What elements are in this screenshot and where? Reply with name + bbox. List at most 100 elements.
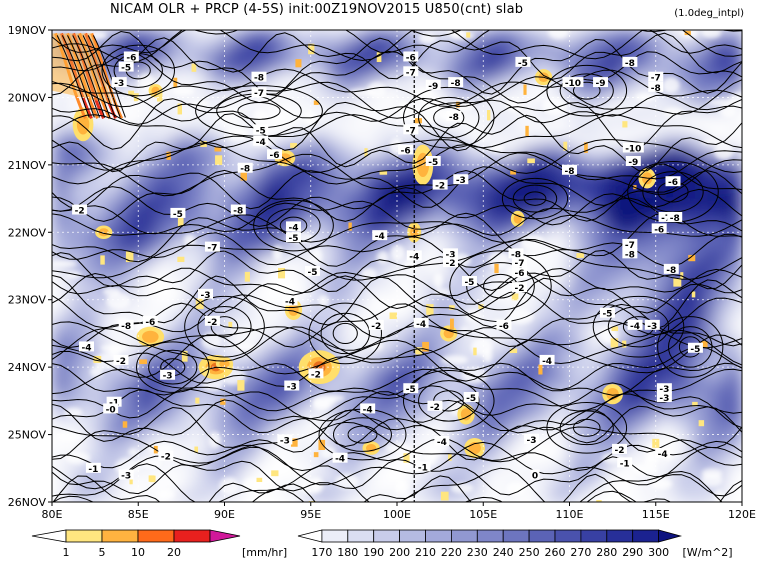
contour-label: -5 <box>307 268 317 278</box>
contour-labels: -6-5-3-8-7-6-7-9 -8-5-10 -9-8-7-8-7-8-5-4-… <box>72 51 703 482</box>
contour-line <box>92 35 126 118</box>
contour-line <box>52 213 742 243</box>
olr-cbar-label: 230 <box>467 546 488 559</box>
contour-label: -3 <box>280 436 290 446</box>
olr-cbar-unit: [W/m^2] <box>683 546 733 559</box>
precip-cbar-swatch <box>65 529 103 543</box>
contour-label-bg <box>599 307 615 318</box>
contour-label: -1 <box>88 465 98 475</box>
contour-line <box>61 35 95 118</box>
contour-label-bg <box>360 403 376 414</box>
contour-label-bg <box>406 250 422 261</box>
contour-line <box>52 302 742 349</box>
contour-label-bg <box>644 319 660 330</box>
contour-label-bg <box>72 204 88 215</box>
contour-label: -9 <box>596 79 606 89</box>
contour-label-bg <box>403 51 419 62</box>
contour-label: -6 <box>654 225 664 235</box>
contour-label: -2 <box>311 370 321 380</box>
contour-label-bg <box>103 403 119 414</box>
contour-loop <box>101 44 175 97</box>
contour-label: -9 <box>628 158 638 168</box>
olr-cbar-label: 200 <box>389 546 410 559</box>
contour-loop <box>657 316 724 378</box>
y-tick-label: 25NOV <box>8 429 47 442</box>
contour-label: -5 <box>173 210 183 220</box>
contour-label: -8 <box>240 165 250 175</box>
contour-label-bg <box>308 368 324 379</box>
contour-loop <box>402 86 495 149</box>
olr-cbar-swatch <box>399 529 426 543</box>
contour-label: -4 <box>630 322 640 332</box>
contour-line <box>52 94 742 125</box>
contour-loop <box>308 302 382 365</box>
olr-cbar-swatch <box>450 529 478 543</box>
contour-label: -2 <box>75 207 85 217</box>
contour-label: -4 <box>658 450 668 460</box>
olr-cbar-label: 280 <box>596 546 617 559</box>
contour-label: -3 <box>114 79 124 89</box>
y-tick-label: 21NOV <box>8 159 47 172</box>
contour-label: -4 <box>542 357 552 367</box>
contour-label-bg <box>277 434 293 445</box>
contour-label-bg <box>398 144 414 155</box>
contour-label-bg <box>432 179 448 190</box>
contour-label: -2 <box>207 318 217 328</box>
contour-label: -6 <box>668 178 678 188</box>
olr-cbar-label: 250 <box>519 546 540 559</box>
olr-cbar-swatch <box>580 529 608 543</box>
contour-label-bg <box>446 110 462 121</box>
chart-title: NICAM OLR + PRCP (4-5S) init:00Z19NOV201… <box>110 2 524 17</box>
contour-label-bg <box>511 267 527 278</box>
x-tick-label: 110E <box>556 508 584 521</box>
contour-label-bg <box>651 223 667 234</box>
olr-cbar-swatch <box>425 529 452 543</box>
contour-label-bg <box>113 354 129 365</box>
contour-label: -8 <box>451 79 461 89</box>
contour-line <box>52 473 742 502</box>
contour-label: -4 <box>409 252 419 262</box>
y-tick-label: 19NOV <box>8 24 47 37</box>
contour-loop <box>523 191 547 206</box>
contour-label: -7 <box>514 259 524 269</box>
contour-label: -2 <box>371 322 381 332</box>
x-tick-label: 85E <box>128 508 149 521</box>
contour-label: -8 <box>651 84 661 94</box>
contour-label-bg <box>286 232 301 243</box>
olr-cbar-label: 260 <box>545 546 566 559</box>
contour-label-bg <box>461 276 477 287</box>
olr-cbar-label: 240 <box>493 546 514 559</box>
contour-label: -4 <box>289 223 299 233</box>
contour-label: -2 <box>116 357 126 367</box>
contour-label: -5 <box>518 59 528 69</box>
contour-label-bg <box>425 155 441 166</box>
olr-cbar-label: 290 <box>622 546 643 559</box>
contour-label: -7 <box>651 74 661 84</box>
contour-label: -3 <box>121 472 131 482</box>
contour-label: -5 <box>406 385 416 395</box>
contour-label-bg <box>622 248 638 259</box>
contour-label: -5 <box>289 234 299 244</box>
contour-loop <box>402 370 495 432</box>
x-tick-label: 120E <box>728 508 756 521</box>
contour-line <box>52 406 742 461</box>
contour-line <box>52 321 742 351</box>
contour-label-bg <box>304 265 320 276</box>
contour-label: -4 <box>256 138 266 148</box>
contour-label: -4 <box>416 320 426 330</box>
contour-line <box>52 76 742 122</box>
contour-label-bg <box>667 211 683 222</box>
contour-label-bg <box>622 238 638 249</box>
contour-line <box>52 368 742 412</box>
contour-label: -7 <box>406 126 416 136</box>
contour-label-bg <box>237 162 253 173</box>
contour-line <box>77 35 111 118</box>
contour-line <box>52 135 742 174</box>
contour-line <box>52 152 742 197</box>
contour-label: -2 <box>161 453 171 463</box>
contour-loop <box>347 425 378 444</box>
contour-label: -1 <box>418 463 428 473</box>
contour-label: -6 <box>514 269 524 279</box>
contour-label-bg <box>403 383 419 394</box>
